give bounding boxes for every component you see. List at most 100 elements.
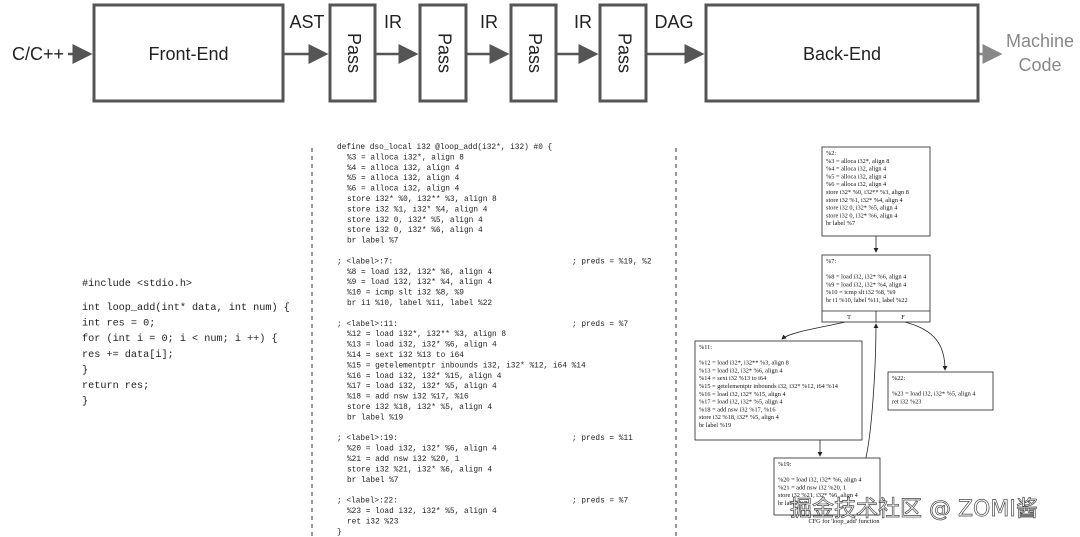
cfg-node-line: %18 = add nsw i32 %17, %16 — [699, 406, 775, 413]
content: C/C++ Front-End Pass Pass Pass Pass Back-End AS… — [12, 3, 1074, 537]
ir-line: %14 = sext i32 %13 to i64 — [347, 352, 464, 360]
edge-label: IR — [480, 12, 498, 32]
cfg-node-line: br label %19 — [699, 422, 731, 429]
ir-line: br label %7 — [347, 238, 399, 246]
ir-line: %10 = icmp slt i32 %8, %9 — [347, 290, 464, 298]
ir-line: %16 = load i32, i32* %15, align 4 — [347, 373, 502, 381]
branch-label: T — [847, 314, 851, 321]
ir-line: %17 = load i32, i32* %5, align 4 — [347, 383, 497, 391]
ir-line: define dso_local i32 @loop_add(i32*, i32… — [337, 144, 553, 152]
cfg-node-title: %7: — [826, 258, 836, 265]
edge-label: DAG — [654, 12, 693, 32]
c-code-line: for (int i = 0; i < num; i ++) { — [82, 333, 278, 345]
cfg-node — [887, 371, 994, 411]
ir-line: %3 = alloca i32*, align 8 — [347, 154, 464, 162]
ir-line: ; preds = %7 — [572, 498, 628, 506]
cfg-node-line: store i32 0, i32* %6, align 4 — [826, 212, 898, 219]
ir-line: ; preds = %7 — [572, 321, 628, 329]
edge-label: AST — [289, 12, 324, 32]
cfg-node-line: store i32 %21, i32* %6, align 4 — [778, 492, 859, 499]
stage-box — [418, 3, 468, 103]
cfg-node-line: %8 = load i32, i32* %6, align 4 — [826, 274, 907, 281]
ir-line: %5 = alloca i32, align 4 — [347, 175, 460, 183]
cfg-node-line: store i32 %18, i32* %5, align 4 — [699, 414, 780, 421]
ir-line: br i1 %10, label %11, label %22 — [347, 300, 492, 308]
ir-line: %4 = alloca i32, align 4 — [347, 165, 460, 173]
stage-box — [704, 3, 980, 103]
branch-label: F — [901, 314, 905, 321]
cfg-node-line: store i32 %1, i32* %4, align 4 — [826, 197, 903, 204]
stage-box — [92, 3, 285, 103]
ir-line: ; <label>:19: — [337, 435, 398, 443]
cfg-node-line: br label %7 — [778, 500, 807, 507]
output-label: Code — [1018, 55, 1061, 75]
ir-line: %8 = load i32, i32* %6, align 4 — [347, 269, 492, 277]
cfg-node-line: store i32 0, i32* %5, align 4 — [826, 205, 898, 212]
ir-line: %9 = load i32, i32* %4, align 4 — [347, 279, 492, 287]
cfg-node-line: ret i32 %23 — [892, 398, 921, 405]
output-label: Machine — [1006, 31, 1074, 51]
cfg-node-line: %6 = alloca i32, align 4 — [826, 181, 887, 188]
cfg-node-line: %5 = alloca i32, align 4 — [826, 173, 887, 180]
ir-line: %15 = getelementptr inbounds i32, i32* %… — [347, 362, 586, 370]
c-code-line: return res; — [82, 381, 149, 392]
ir-line: %6 = alloca i32, align 4 — [347, 186, 460, 194]
cfg-node-title: %2: — [826, 150, 836, 157]
cfg-node-line: %10 = icmp slt i32 %8, %9 — [826, 289, 896, 296]
edge-label: IR — [574, 12, 592, 32]
cfg-node-line: %20 = load i32, i32* %6, align 4 — [778, 477, 862, 484]
c-code-line: res += data[i]; — [82, 349, 174, 361]
stage-label: Pass — [434, 33, 454, 73]
stage-label: Pass — [344, 33, 364, 73]
stage-label: Pass — [525, 33, 545, 73]
cfg-node-line: %15 = getelementptr inbounds i32, i32* %… — [699, 383, 839, 390]
c-code-line: } — [82, 396, 88, 408]
ir-line: ; <label>:11: — [337, 321, 398, 329]
c-code-line: } — [82, 364, 88, 376]
c-code-line: #include <stdio.h> — [82, 278, 192, 290]
ir-line: br label %7 — [347, 477, 399, 485]
c-code-line: int loop_add(int* data, int num) { — [82, 302, 290, 314]
ir-line: %21 = add nsw i32 %20, 1 — [347, 456, 460, 464]
cfg-node-line: %14 = sext i32 %13 to i64 — [699, 375, 767, 382]
ir-line: br label %19 — [347, 414, 403, 422]
ir-line: } — [337, 529, 342, 537]
ir-line: store i32 0, i32* %6, align 4 — [347, 227, 483, 235]
ir-line: %20 = load i32, i32* %6, align 4 — [347, 446, 497, 454]
cfg-node-line: store i32* %0, i32** %3, align 8 — [826, 189, 909, 196]
ir-line: ret i32 %23 — [347, 518, 399, 526]
stage-box — [598, 3, 648, 103]
stage-box — [328, 3, 377, 103]
c-code-line: int res = 0; — [82, 318, 155, 330]
cfg-node-line: %16 = load i32, i32* %15, align 4 — [699, 391, 786, 398]
cfg-node-line: %3 = alloca i32*, align 8 — [826, 158, 889, 165]
stage-label: Pass — [614, 33, 634, 73]
cfg-node-line: %23 = load i32, i32* %5, align 4 — [892, 391, 976, 398]
ir-line: %18 = add nsw i32 %17, %16 — [347, 394, 469, 402]
ir-line: store i32* %0, i32** %3, align 8 — [347, 196, 497, 204]
cfg-node-line: %4 = alloca i32, align 4 — [826, 166, 887, 173]
ir-line: store i32 %18, i32* %5, align 4 — [347, 404, 492, 412]
stage-label: Back-End — [803, 44, 881, 64]
stage-label: Front-End — [148, 44, 228, 64]
cfg-node-title: %19: — [778, 461, 792, 468]
cfg-node-line: %13 = load i32, i32* %6, align 4 — [699, 367, 783, 374]
ir-line: ; <label>:22: — [337, 498, 398, 506]
cfg-node-line: %21 = add nsw i32 %20, 1 — [778, 484, 846, 491]
ir-line: store i32 0, i32* %5, align 4 — [347, 217, 483, 225]
ir-line: %23 = load i32, i32* %5, align 4 — [347, 508, 497, 516]
cfg-node-line: %9 = load i32, i32* %4, align 4 — [826, 281, 907, 288]
cfg-node-title: %11: — [699, 344, 712, 351]
edge-label: IR — [384, 12, 402, 32]
stage-box — [509, 3, 558, 103]
cfg-node-line: %12 = load i32*, i32** %3, align 8 — [699, 360, 789, 367]
input-label: C/C++ — [12, 44, 64, 64]
ir-line: store i32 %1, i32* %4, align 4 — [347, 206, 488, 214]
ir-line: store i32 %21, i32* %6, align 4 — [347, 466, 492, 474]
cfg-node — [773, 457, 881, 516]
ir-line: %12 = load i32*, i32** %3, align 8 — [347, 331, 506, 339]
watermark: 掘金技术社区 @ ZOMI酱 — [790, 497, 1038, 522]
cfg-node-line: br label %7 — [826, 220, 855, 227]
ir-line: ; preds = %19, %2 — [572, 258, 652, 266]
